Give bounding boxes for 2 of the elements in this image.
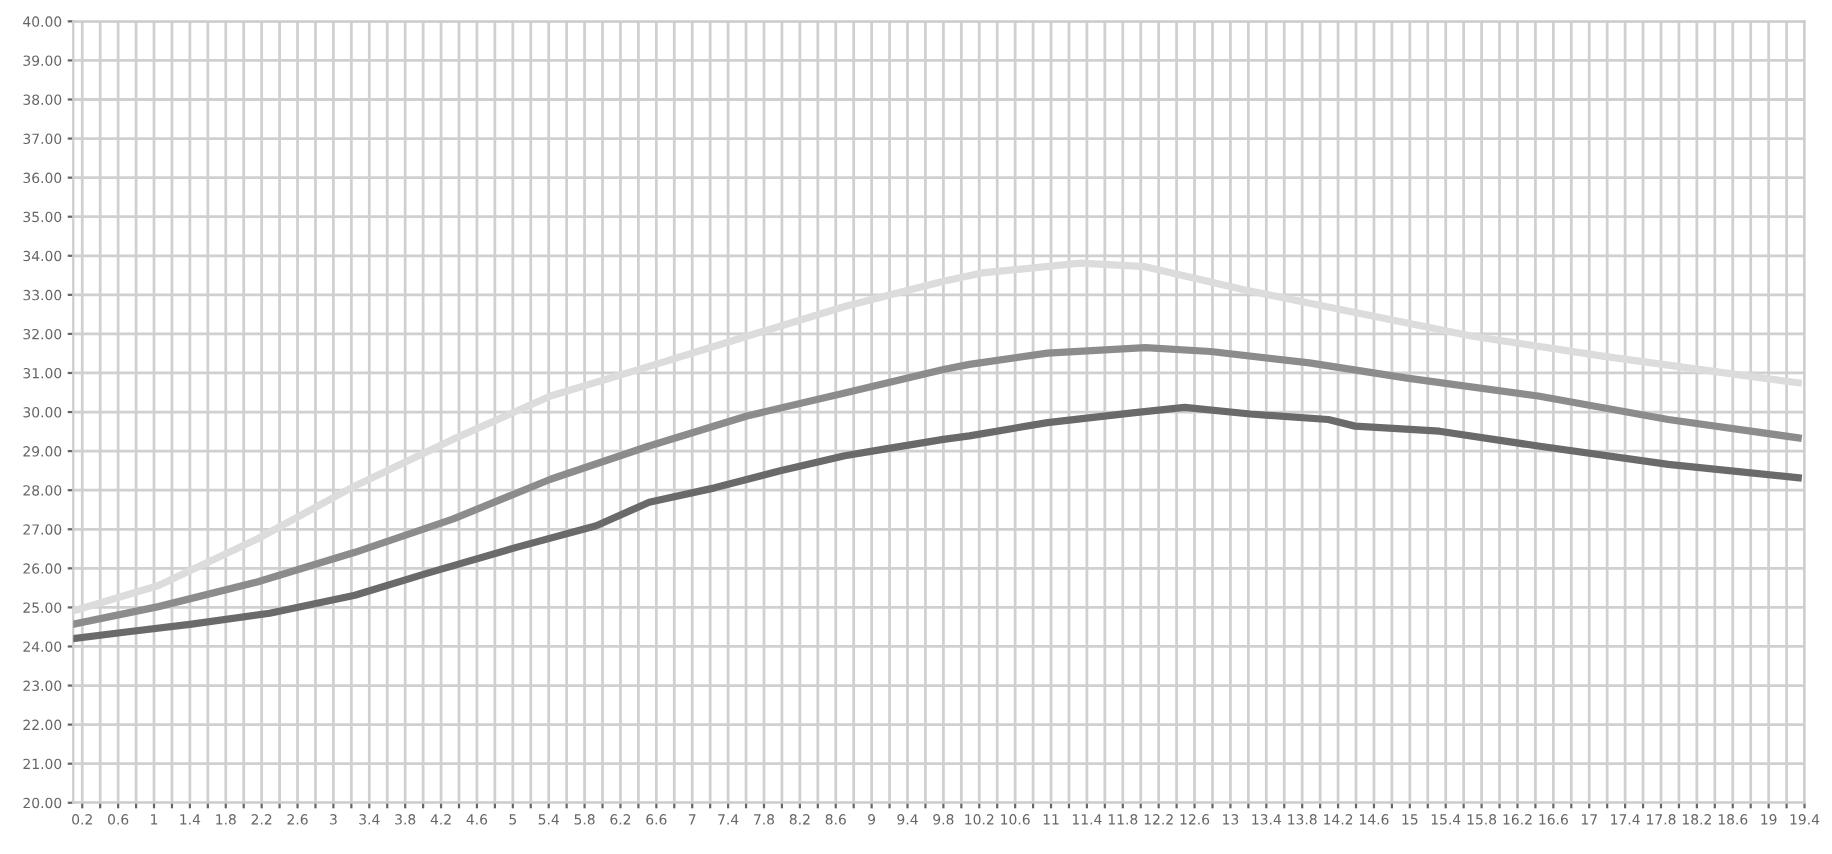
line-series <box>73 403 1802 643</box>
line-series <box>73 343 1802 628</box>
